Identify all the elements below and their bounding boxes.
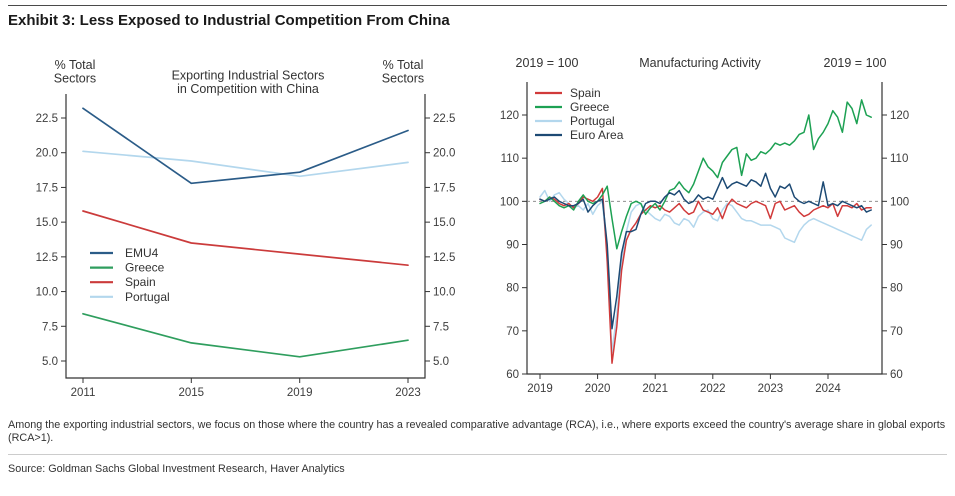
- series-line-spain: [539, 187, 872, 364]
- y-axis-tick-label: 12.5: [36, 252, 58, 264]
- axis-unit-label: Sectors: [382, 72, 424, 86]
- axis-spine: [526, 82, 883, 375]
- y-axis-tick-label: 15.0: [36, 217, 58, 229]
- y-axis-tick-label: 80: [506, 283, 519, 295]
- y-axis-tick-label: 60: [506, 369, 519, 381]
- x-axis-tick-label: 2023: [758, 383, 784, 395]
- legend-label-greece: Greece: [125, 261, 165, 275]
- left-chart-exporting-sectors: 5.0 5.0 7.5 7.5 10.0 10.0 12.5 12.5 15.0 15.0 17.5…: [36, 58, 456, 398]
- y-axis-tick-label: 20.0: [36, 148, 58, 160]
- y-axis-tick-label: 80: [890, 283, 903, 295]
- y-axis-tick-label: 10.0: [36, 287, 58, 299]
- series-line-portugal: [82, 150, 409, 178]
- series-line-emu4: [82, 107, 409, 185]
- y-axis-tick-label: 5.0: [433, 356, 449, 368]
- chart-title: Exporting Industrial Sectors: [172, 69, 325, 83]
- y-axis-tick-label: 17.5: [36, 182, 58, 194]
- exhibit-title: Exhibit 3: Less Exposed to Industrial Co…: [8, 12, 450, 29]
- x-axis-tick-label: 2011: [71, 387, 96, 398]
- x-axis-tick-label: 2021: [642, 383, 668, 395]
- y-axis-tick-label: 110: [501, 153, 519, 165]
- top-rule: [8, 5, 947, 6]
- y-axis-tick-label: 100: [500, 196, 519, 208]
- y-axis-tick-label: 70: [506, 326, 519, 338]
- x-axis-tick-label: 2019: [527, 383, 553, 395]
- x-axis-tick-label: 2020: [585, 383, 611, 395]
- axis-unit-label: % Total: [55, 58, 96, 72]
- chart-title: Manufacturing Activity: [639, 56, 761, 70]
- y-axis-tick-label: 100: [890, 196, 909, 208]
- y-axis-tick-label: 7.5: [42, 321, 58, 333]
- legend-label-euro-area: Euro Area: [570, 128, 624, 142]
- source-note: Source: Goldman Sachs Global Investment …: [8, 463, 345, 475]
- series-line-euro-area: [539, 172, 872, 330]
- y-axis-tick-label: 15.0: [433, 217, 455, 229]
- y-axis-tick-label: 120: [890, 110, 909, 122]
- y-axis-tick-label: 90: [890, 240, 903, 252]
- legend-label-spain: Spain: [125, 275, 156, 289]
- y-axis-tick-label: 110: [890, 153, 908, 165]
- chart-title: in Competition with China: [177, 82, 319, 96]
- y-axis-tick-label: 22.5: [433, 113, 455, 125]
- footnote-divider: [8, 454, 947, 455]
- y-axis-tick-label: 5.0: [42, 356, 58, 368]
- y-axis-tick-label: 7.5: [433, 321, 449, 333]
- axis-spine: [65, 94, 426, 379]
- y-axis-tick-label: 120: [500, 110, 519, 122]
- y-axis-tick-label: 17.5: [433, 182, 455, 194]
- y-axis-tick-label: 20.0: [433, 148, 455, 160]
- y-axis-tick-label: 10.0: [433, 287, 455, 299]
- series-line-spain: [82, 210, 409, 267]
- y-axis-tick-label: 70: [890, 326, 903, 338]
- right-chart-manufacturing-activity: 60 60 70 70 80 80 90 90 100 100 110 110 120 120 2019 20…: [500, 56, 909, 395]
- series-line-portugal: [539, 189, 872, 354]
- axis-unit-label: Sectors: [54, 72, 96, 86]
- legend-label-emu4: EMU4: [125, 246, 159, 260]
- x-axis-tick-label: 2024: [815, 383, 841, 395]
- x-axis-tick-label: 2015: [179, 387, 205, 398]
- footnote: Among the exporting industrial sectors, …: [8, 419, 946, 444]
- legend-label-portugal: Portugal: [570, 114, 615, 128]
- series-line-greece: [539, 99, 872, 250]
- y-axis-tick-label: 90: [506, 240, 519, 252]
- series-line-greece: [82, 312, 409, 358]
- y-axis-tick-label: 22.5: [36, 113, 58, 125]
- axis-unit-label: 2019 = 100: [824, 56, 887, 70]
- x-axis-tick-label: 2023: [395, 387, 421, 398]
- y-axis-tick-label: 12.5: [433, 252, 455, 264]
- legend-label-portugal: Portugal: [125, 290, 170, 304]
- x-axis-tick-label: 2019: [287, 387, 313, 398]
- axis-unit-label: 2019 = 100: [516, 56, 579, 70]
- legend-label-greece: Greece: [570, 100, 610, 114]
- x-axis-tick-label: 2022: [700, 383, 726, 395]
- axis-unit-label: % Total: [383, 58, 424, 72]
- legend-label-spain: Spain: [570, 86, 601, 100]
- y-axis-tick-label: 60: [890, 369, 903, 381]
